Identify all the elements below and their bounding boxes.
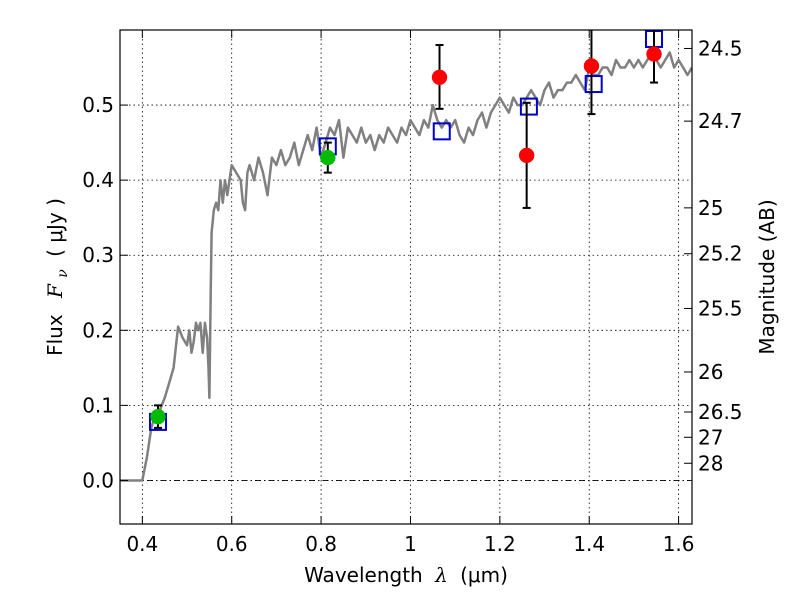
observed-flux-point-red bbox=[431, 69, 448, 86]
observed-flux-point-red bbox=[583, 58, 600, 74]
y2-tick-label: 25 bbox=[698, 196, 723, 220]
y-tick-label: 0.5 bbox=[82, 93, 114, 117]
grid bbox=[120, 30, 692, 524]
y2-tick-label: 25.2 bbox=[698, 242, 743, 266]
y2-tick-label: 24.5 bbox=[698, 36, 743, 60]
y2-axis-title: Magnitude (AB) bbox=[755, 199, 779, 354]
y-tick-label: 0.3 bbox=[82, 243, 114, 267]
x-tick-label: 1 bbox=[404, 532, 417, 556]
x-tick-label: 1.6 bbox=[663, 532, 695, 556]
model-flux-square bbox=[584, 75, 603, 94]
y-axis-title-unit: ( μJy ) bbox=[43, 198, 67, 257]
model-spectrum-line bbox=[120, 51, 692, 482]
x-axis-title-word: Wavelength bbox=[304, 563, 423, 587]
y-axis-title: Flux F ν ( μJy ) bbox=[43, 198, 72, 356]
x-tick-label: 1.4 bbox=[573, 532, 605, 556]
y-tick-label: 0.1 bbox=[82, 393, 114, 417]
model-flux-square bbox=[432, 122, 451, 141]
observed-flux-point-green bbox=[150, 408, 166, 425]
x-tick-label: 0.8 bbox=[305, 532, 337, 556]
y2-tick-label: 26.5 bbox=[698, 400, 743, 424]
ticks-layer bbox=[120, 30, 692, 524]
y-tick-label: 0.2 bbox=[82, 318, 114, 342]
model-flux-square bbox=[519, 97, 538, 116]
labels-layer: 0.4 0.6 0.8 1 1.2 1.4 1.6 0.0 0.1 0.2 0.3 0.4 0.5 24.… bbox=[82, 36, 742, 556]
x-tick-label: 0.6 bbox=[216, 532, 248, 556]
y-axis-title-symbol-subscript: ν bbox=[55, 269, 71, 278]
y2-tick-label: 25.5 bbox=[698, 296, 743, 320]
y2-tick-label: 27 bbox=[698, 425, 723, 449]
y2-tick-label: 24.7 bbox=[698, 109, 743, 133]
observed-flux-point-red bbox=[646, 46, 662, 62]
x-axis-title-symbol: λ bbox=[434, 563, 448, 587]
y2-tick-label: 28 bbox=[698, 451, 723, 475]
y2-tick-label: 26 bbox=[698, 360, 723, 384]
observed-flux-point-red bbox=[518, 147, 535, 164]
x-tick-label: 1.2 bbox=[484, 532, 516, 556]
y-axis-title-word: Flux bbox=[43, 314, 67, 356]
observed-flux-point-green bbox=[320, 149, 336, 166]
y-axis-title-symbol: F bbox=[43, 283, 67, 299]
series-layer bbox=[120, 30, 692, 482]
axes-frame bbox=[119, 29, 693, 525]
y-tick-label: 0.4 bbox=[82, 168, 114, 192]
x-axis-title: Wavelength λ (μm) bbox=[304, 563, 508, 587]
x-tick-label: 0.4 bbox=[126, 532, 158, 556]
x-axis-title-unit: (μm) bbox=[460, 563, 508, 587]
y-tick-label: 0.0 bbox=[82, 468, 114, 492]
